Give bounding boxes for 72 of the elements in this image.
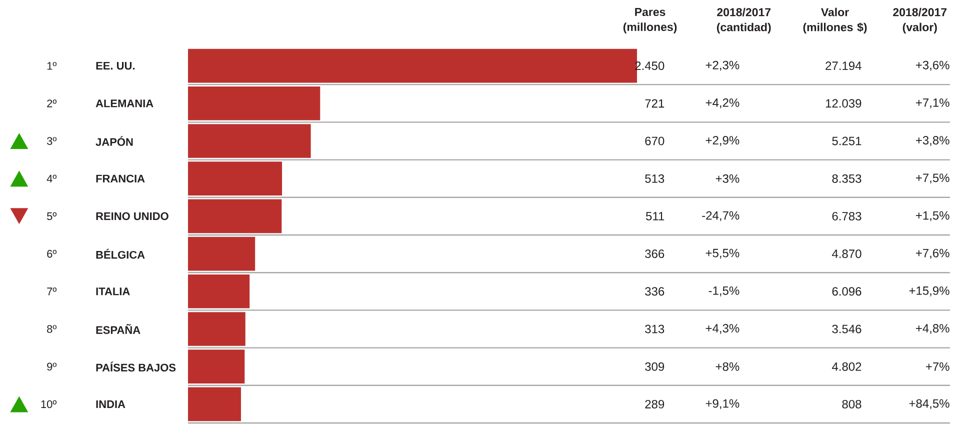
data-label: 721 — [645, 99, 664, 108]
y-tick-label: JAPÓN — [96, 136, 133, 146]
text: +4,8% — [916, 324, 950, 334]
y-tick-label: INDIA — [96, 400, 126, 408]
text: 5º — [47, 212, 57, 220]
text: +7,5% — [916, 174, 950, 184]
text: +4,3% — [706, 324, 740, 334]
data-label: 336 — [645, 287, 664, 296]
text: 4.870 — [832, 250, 862, 258]
data-label: 366 — [645, 250, 664, 258]
text: +4,2% — [706, 98, 740, 108]
y-tick-label: ESPAÑA — [96, 324, 140, 334]
bar — [188, 199, 282, 234]
y-tick-label: PAÍSES BAJOS — [96, 362, 176, 372]
text: Valor (millones $) — [803, 8, 867, 34]
bar — [188, 387, 241, 422]
text: 27.194 — [826, 62, 862, 70]
bar — [188, 236, 256, 271]
bar — [188, 86, 320, 120]
text: -24,7% — [702, 211, 740, 222]
data-label: 670 — [645, 136, 664, 146]
text: 2018/2017 (cantidad) — [716, 8, 771, 34]
text: +7,1% — [916, 98, 950, 108]
text: 7º — [47, 288, 57, 296]
text: +3,8% — [916, 136, 950, 146]
text: 3.546 — [832, 324, 862, 334]
text: 4.802 — [832, 362, 862, 371]
text: +7,6% — [916, 248, 950, 259]
text: 2018/2017 (valor) — [893, 8, 947, 34]
text: +3% — [716, 174, 740, 183]
data-label: 513 — [645, 174, 664, 183]
text: +5,5% — [706, 248, 740, 259]
text: 6.783 — [832, 212, 862, 220]
text: -1,5% — [708, 286, 740, 296]
text: +2,9% — [706, 136, 740, 146]
text: +1,5% — [916, 211, 950, 222]
text: 2º — [47, 100, 57, 108]
bar — [188, 124, 311, 158]
text: +15,9% — [909, 286, 950, 296]
text: 8º — [47, 325, 57, 333]
data-label: 511 — [646, 212, 664, 220]
text: 6º — [47, 250, 57, 258]
y-tick-label: BÉLGICA — [96, 248, 145, 259]
text: +84,5% — [909, 399, 950, 410]
text: +3,6% — [916, 60, 950, 71]
text: 4º — [46, 174, 57, 182]
data-label: 289 — [645, 400, 664, 408]
text: 5.251 — [832, 136, 862, 146]
text: 6.096 — [832, 287, 862, 296]
y-tick-label: ALEMANIA — [96, 100, 154, 108]
text: 3º — [46, 137, 57, 145]
text: 808 — [842, 400, 862, 408]
text: 8.353 — [832, 174, 862, 183]
text: Pares (millones) — [623, 8, 677, 34]
text: +9,1% — [706, 399, 740, 410]
bar — [188, 312, 246, 346]
bar — [188, 274, 250, 308]
data-label: 313 — [645, 324, 664, 334]
text: 9º — [47, 362, 57, 370]
text: 12.039 — [826, 99, 862, 108]
y-tick-label: ITALIA — [96, 288, 130, 296]
text: +8% — [716, 362, 740, 371]
y-tick-label: EE. UU. — [96, 62, 134, 70]
text: +2,3% — [706, 60, 740, 71]
text: 1º — [47, 62, 57, 70]
text: +7% — [926, 362, 950, 371]
bar — [188, 350, 245, 384]
data-label: 309 — [645, 362, 664, 371]
y-tick-label: FRANCIA — [96, 174, 145, 182]
text: 10º — [41, 400, 57, 408]
bar — [188, 162, 282, 196]
y-tick-label: REINO UNIDO — [96, 212, 168, 220]
